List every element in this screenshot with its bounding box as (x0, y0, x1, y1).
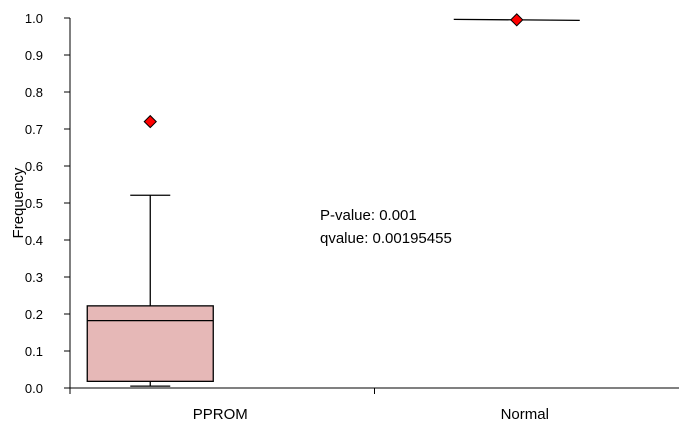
box-series (86, 13, 580, 387)
x-category-label: Normal (501, 406, 549, 423)
y-tick-label: 0.8 (25, 85, 43, 100)
outlier-point (510, 13, 524, 27)
x-category-label: PPROM (193, 406, 248, 423)
p-value-annotation: P-value: 0.001 (320, 207, 417, 224)
box-pprom (86, 114, 214, 387)
y-tick-label: 0.6 (25, 159, 43, 174)
y-axis-title: Frequency (10, 167, 27, 238)
y-axis-ticks: 0.0 0.1 0.2 0.3 0.4 0.5 0.6 0.7 0.8 0.9 1.0 (25, 11, 70, 396)
y-tick-label: 0.0 (25, 381, 43, 396)
y-tick-label: 0.4 (25, 233, 43, 248)
y-tick-label: 0.3 (25, 270, 43, 285)
box-normal (453, 13, 580, 27)
q-value-annotation: qvalue: 0.00195455 (320, 230, 452, 247)
y-tick-label: 0.5 (25, 196, 43, 211)
box-iqr (86, 305, 214, 382)
y-tick-label: 0.1 (25, 344, 43, 359)
y-tick-label: 1.0 (25, 11, 43, 26)
x-axis-ticks: PPROM Normal (69, 388, 549, 423)
outlier-point (143, 114, 157, 129)
y-tick-label: 0.2 (25, 307, 43, 322)
y-tick-label: 0.9 (25, 48, 43, 63)
y-tick-label: 0.7 (25, 122, 43, 137)
